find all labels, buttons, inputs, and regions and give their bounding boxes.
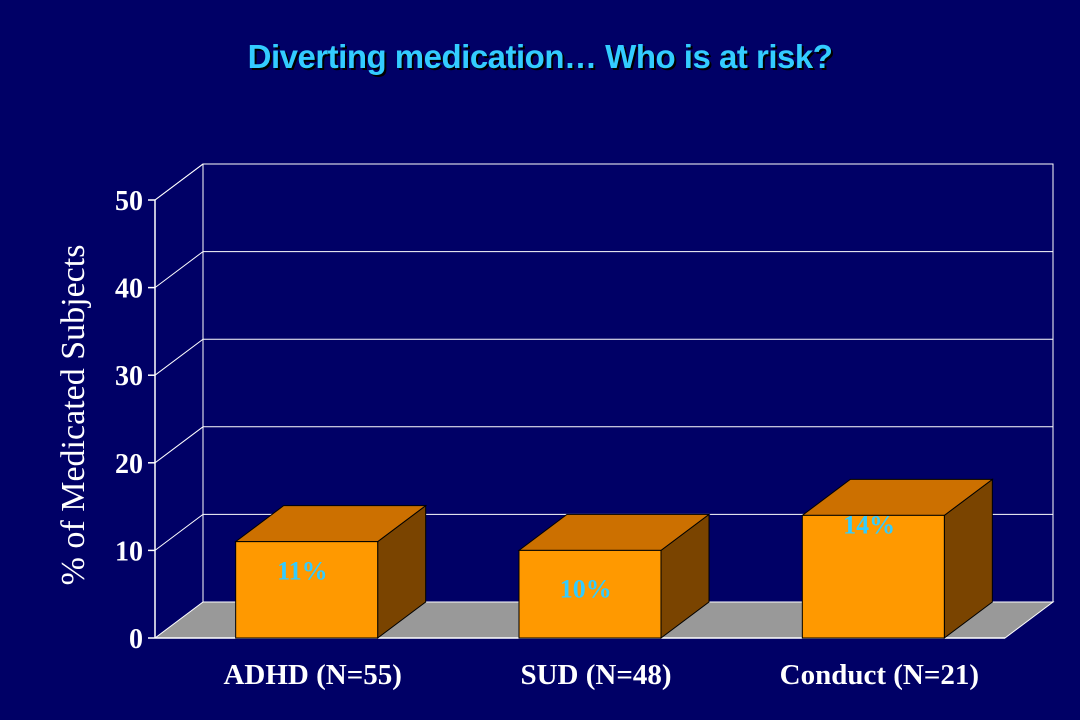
category-label-1: ADHD (N=55) [223,659,401,691]
category-labels: ADHD (N=55) SUD (N=48) Conduct (N=21) [223,659,979,691]
bar-front-1 [235,541,379,639]
y-tick-label-40: 40 [115,274,143,305]
gridline-50 [154,163,1053,201]
y-tick-label-0: 0 [129,624,143,655]
data-label-1: 11% [277,557,328,586]
gridline-10 [154,513,1053,551]
gridline-40 [154,251,1053,289]
bar-2 [517,513,711,639]
y-axis-label: % of Medicated Subjects [55,245,92,586]
data-label-2: 10% [560,574,612,603]
category-label-3: Conduct (N=21) [780,659,979,691]
data-labels: 11% 10% 14% [277,510,895,603]
gridline-20 [154,426,1053,464]
gridline-30 [154,338,1053,376]
gridlines [154,163,1053,551]
bar-front-3 [801,514,945,639]
y-tick-label-20: 20 [115,449,143,480]
y-tick-labels: 0 10 20 30 40 50 [115,186,143,655]
y-tick-label-50: 50 [115,186,143,217]
bar-front-2 [518,549,662,639]
data-label-3: 14% [843,510,895,539]
bar-3 [800,478,994,639]
category-label-2: SUD (N=48) [520,659,671,691]
bars [234,478,994,639]
y-tick-label-30: 30 [115,361,143,392]
bar-1 [234,504,428,639]
chart-title: Diverting medication… Who is at risk? [247,38,833,75]
y-tick-label-10: 10 [115,536,143,567]
